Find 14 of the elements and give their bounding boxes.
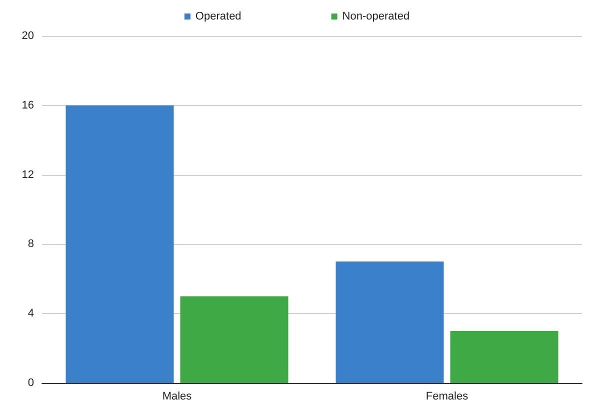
legend-label: Non-operated — [342, 10, 410, 22]
y-tick-label: 4 — [28, 308, 34, 320]
bar — [180, 296, 288, 383]
y-tick-label: 16 — [22, 99, 34, 112]
x-tick-label: Females — [426, 390, 469, 402]
y-tick-label: 12 — [22, 168, 34, 181]
legend-label: Operated — [195, 10, 242, 22]
x-tick-label: Males — [162, 390, 192, 402]
y-tick-label: 20 — [22, 30, 34, 42]
y-tick-label: 8 — [28, 238, 34, 250]
bar — [450, 330, 558, 383]
bar — [336, 262, 444, 383]
bar — [66, 105, 174, 383]
y-tick-label: 0 — [28, 377, 34, 389]
